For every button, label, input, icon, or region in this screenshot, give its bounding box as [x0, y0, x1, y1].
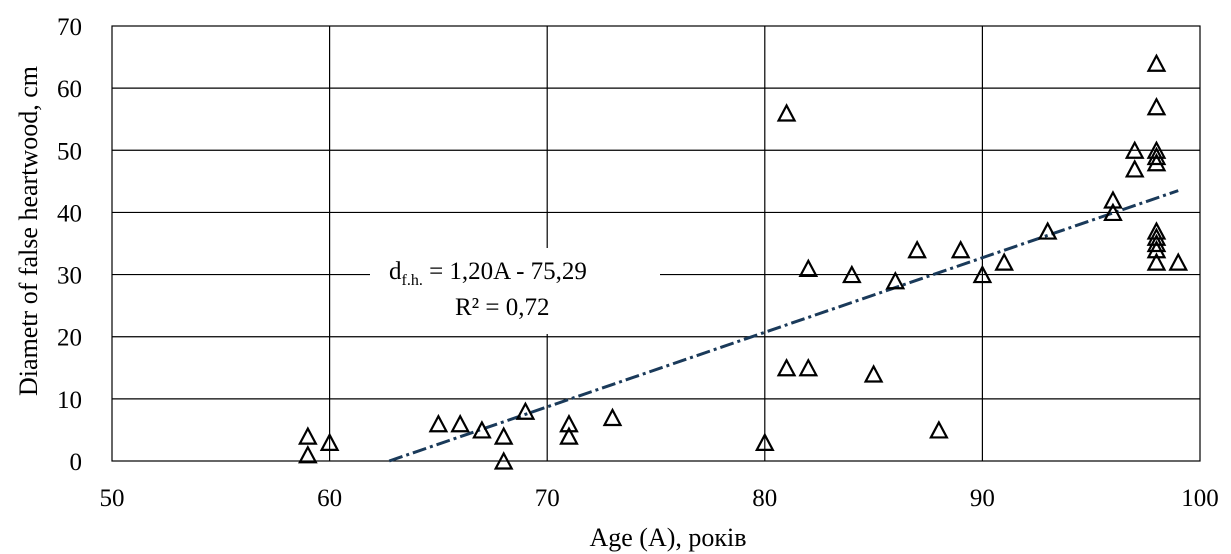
y-tick-label: 30 [57, 263, 82, 290]
y-tick-label: 0 [70, 449, 83, 476]
data-point-triangle [929, 420, 949, 439]
data-point-triangle [472, 420, 492, 439]
data-point-triangle [863, 364, 884, 383]
y-tick-label: 20 [57, 325, 82, 352]
x-tick-label: 60 [317, 485, 342, 512]
data-point-triangle [798, 258, 819, 277]
x-tick-label: 50 [100, 485, 125, 512]
x-tick-label: 70 [535, 485, 560, 512]
data-point-triangle [1146, 96, 1167, 116]
data-point-triangle [515, 401, 536, 420]
x-axis-title: Age (A), років [589, 523, 746, 552]
data-point-triangle [559, 426, 579, 445]
data-point-triangle [798, 357, 819, 377]
data-point-triangle [1146, 53, 1167, 72]
data-point-triangle [1146, 252, 1167, 271]
x-tick-label: 100 [1181, 485, 1219, 512]
data-point-triangle [1146, 140, 1167, 159]
x-tick-label: 90 [970, 485, 995, 512]
data-point-triangle [559, 413, 579, 433]
data-point-triangle [885, 270, 906, 290]
data-point-triangle [972, 264, 993, 284]
y-tick-label: 70 [57, 14, 82, 41]
data-point-triangle [1124, 140, 1145, 159]
data-point-triangle [1146, 233, 1167, 253]
data-point-triangle [1146, 227, 1167, 246]
data-point-triangle [776, 103, 797, 122]
data-point-triangle [1146, 152, 1167, 172]
equation-body: = 1,20A - 75,29 [423, 258, 587, 285]
x-tick-label: 80 [752, 485, 777, 512]
data-point-triangle [493, 426, 514, 445]
data-point-triangle [754, 432, 775, 451]
data-point-triangle [450, 413, 470, 433]
data-point-triangle [1124, 159, 1145, 178]
data-point-triangle [493, 451, 514, 470]
y-tick-label: 60 [57, 76, 82, 103]
y-tick-label: 10 [57, 387, 82, 414]
data-point-triangle [1103, 190, 1123, 209]
data-point-triangle [950, 239, 971, 259]
data-point-triangle [1037, 221, 1058, 240]
data-point-triangle [319, 432, 340, 451]
y-axis-ticks: 0 10 20 30 40 50 60 70 [57, 14, 82, 476]
equation-prefix: d [389, 258, 402, 285]
data-point-triangle [1146, 239, 1167, 259]
r-squared-label: R² = 0,72 [455, 294, 550, 321]
data-point-triangle [428, 413, 449, 433]
data-points [298, 53, 1189, 470]
y-tick-label: 50 [57, 138, 82, 165]
data-point-triangle [1146, 221, 1167, 240]
plot-area-border [111, 25, 1201, 462]
y-tick-label: 40 [57, 200, 82, 227]
data-point-triangle [994, 252, 1014, 271]
data-point-triangle [298, 426, 318, 445]
data-point-triangle [842, 264, 862, 284]
data-point-triangle [907, 239, 927, 259]
x-axis-ticks: 50 60 70 80 90 100 [100, 485, 1219, 512]
equation-background [370, 248, 660, 334]
equation-subscript: f.h. [402, 272, 423, 289]
trendline-equation: df.h. = 1,20A - 75,29 [389, 258, 587, 289]
trendline [388, 189, 1179, 463]
data-point-triangle [1103, 202, 1123, 222]
data-point-triangle [1168, 252, 1189, 271]
y-axis-title: Diametr of false heartwood, cm [14, 66, 43, 396]
data-point-triangle [776, 357, 797, 377]
data-point-triangle [298, 444, 318, 464]
data-point-triangle [602, 407, 623, 427]
grid-lines [112, 26, 1200, 461]
data-point-triangle [1146, 146, 1167, 166]
